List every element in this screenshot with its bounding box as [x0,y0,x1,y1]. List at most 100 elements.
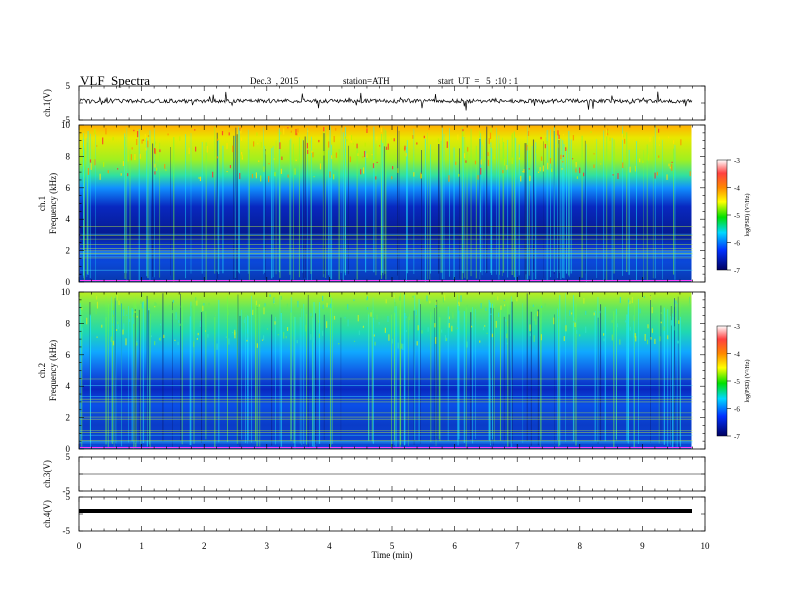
ch1-waveform-trace [79,91,693,111]
spectrogram-speckle [605,129,608,137]
spectrogram-speckle [576,176,579,179]
spectrogram-speckle [388,334,390,341]
spectrogram-speckle [647,324,649,329]
spectrogram-speckle [172,300,174,303]
spectrogram-speckle [131,147,133,150]
spectrogram-speckle [405,315,407,319]
spectrogram-speckle [562,161,564,163]
spectrogram-speckle [204,330,207,332]
spectrogram-speckle [516,298,518,302]
spectrogram-speckle [294,336,296,340]
spectrogram-speckle [225,336,227,338]
spectrogram-speckle [144,139,146,142]
spectrogram-speckle [634,165,637,172]
spectrogram-speckle [296,133,298,136]
spectrogram-speckle [163,334,165,338]
spectrogram-speckle [570,312,573,315]
spectrogram-speckle [487,159,490,166]
spectrogram-speckle [529,333,531,337]
colorbar-tick-label: -3 [734,323,740,331]
chart-title: VLF Spectra [80,73,151,88]
spectrogram-speckle [120,173,122,176]
spectrogram-speckle [364,142,366,147]
colorbar-tick-label: -7 [734,433,740,441]
spectrogram-speckle [262,335,265,341]
spectrogram-speckle [258,160,260,163]
spectrogram-speckle [405,152,407,157]
spectrogram-speckle [134,153,136,161]
x-tick-label: 2 [202,541,207,551]
spectrogram-speckle [175,312,177,320]
spectrogram-speckle [666,127,668,129]
spectrogram-speckle [506,164,508,170]
spectrogram-speckle [305,324,307,332]
spectrogram-speckle [646,339,649,345]
spectrogram-speckle [611,320,613,323]
spectrogram-speckle [231,331,234,334]
spectrogram-speckle [374,341,376,346]
spectrogram-speckle [483,306,485,312]
spectrogram-speckle [493,154,496,159]
spectrogram-speckle [141,302,144,309]
spectrogram-speckle [505,319,507,322]
spectrogram-speckle [273,301,275,304]
spectrogram-speckle [283,128,285,135]
y-tick-label: 4 [66,381,71,391]
spectrogram-speckle [489,145,491,147]
spectrogram-speckle [539,167,541,172]
spectrogram-speckle [667,335,669,340]
spectrogram-speckle [289,132,292,134]
spectrogram-speckle [490,313,492,315]
spectrogram-speckle [366,296,369,300]
spectrogram-speckle [227,308,230,315]
spectrogram-speckle [193,341,195,348]
spectrogram-speckle [444,335,447,342]
spectrogram-speckle [562,134,565,136]
spectrogram-speckle [89,159,92,163]
spectrogram-speckle [393,294,395,299]
y-tick-label: 6 [66,350,71,360]
spectrogram-speckle [629,300,631,304]
spectrogram-speckle [600,163,602,165]
spectrogram-speckle [474,160,477,165]
spectrogram-speckle [158,337,161,341]
spectrogram-speckle [619,297,621,304]
spectrogram-speckle [319,163,322,170]
spectrogram-speckle [593,312,595,316]
spectrogram-speckle [455,161,457,165]
start-time-label: start UT = 5 :10 : 1 [438,76,519,86]
spectrogram-speckle [624,320,627,323]
spectrogram-speckle [622,162,624,168]
spectrogram-speckle [660,321,662,324]
spectrogram-speckle [463,153,466,159]
spectrogram-speckle [579,167,581,174]
spectrogram-speckle [397,168,399,173]
spectrogram-speckle [500,305,502,310]
spectrogram-speckle [574,320,576,324]
spectrogram-speckle [437,138,440,143]
spectrogram-speckle [583,298,585,304]
spectrogram-speckle [629,326,632,331]
spectrogram-speckle [529,324,531,332]
spectrogram-speckle [96,301,99,309]
spectrogram-speckle [375,176,377,180]
spectrogram-speckle [633,315,635,322]
spectrogram-speckle [332,152,334,156]
spectrogram-speckle [420,174,422,179]
y-axis-label: ch.3(V) [42,460,52,488]
spectrogram-speckle [277,334,279,336]
spectrogram-speckle [353,299,355,302]
colorbar-tick-label: -4 [734,351,740,359]
spectrogram-speckle [487,152,489,156]
spectrogram-speckle [642,160,644,164]
spectrogram-speckle [297,128,299,133]
spectrogram-speckle [196,300,198,306]
spectrogram-speckle [212,171,214,178]
spectrogram-speckle [391,338,393,344]
y-axis-label: ch.4(V) [42,500,52,528]
spectrogram-speckle [412,295,414,298]
spectrogram-speckle [311,150,313,153]
spectrogram-speckle [136,341,138,343]
spectrogram-speckle [228,132,230,136]
spectrogram-speckle [127,155,129,162]
